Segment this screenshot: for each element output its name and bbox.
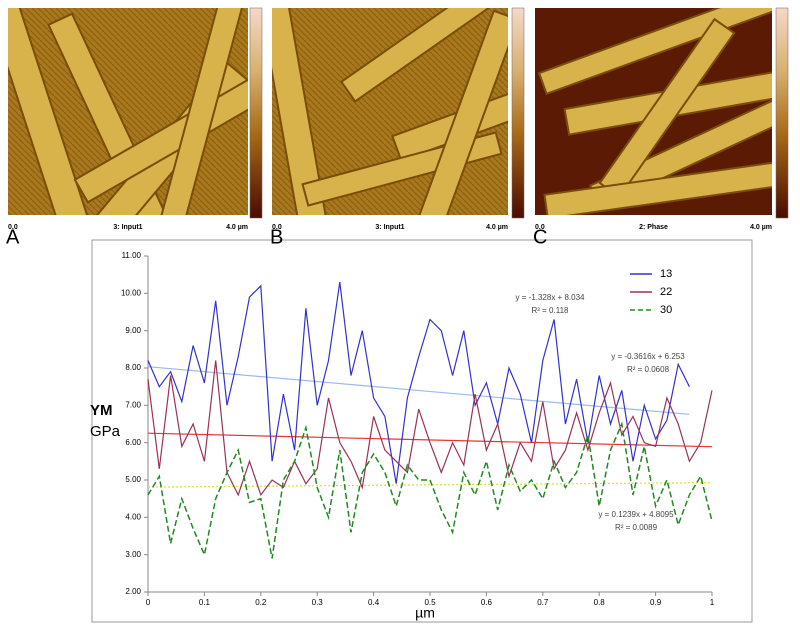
- image-content: [8, 8, 248, 215]
- image-content: [535, 8, 772, 215]
- x-tick-label: 0.5: [424, 598, 436, 607]
- legend-label: 13: [660, 268, 672, 280]
- panel-letter: B: [270, 226, 283, 248]
- trend-equation: y = -1.328x + 8.034: [516, 293, 585, 302]
- x-tick-label: 0.3: [312, 598, 324, 607]
- fiber: [537, 8, 772, 96]
- panel-letter: C: [533, 226, 547, 248]
- trend-equation: y = 0.1239x + 4.8095: [598, 510, 674, 519]
- y-tick-label: 11.00: [122, 251, 142, 260]
- fiber: [8, 8, 99, 215]
- legend-label: 30: [660, 304, 672, 316]
- colorbar: [511, 7, 525, 219]
- y-tick-label: 10.00: [121, 288, 142, 297]
- trend-r2: R² = 0.118: [532, 306, 570, 315]
- y-tick-label: 7.00: [125, 400, 141, 409]
- y-tick-label: 3.00: [125, 550, 141, 559]
- axis-start: 0.0: [535, 224, 545, 231]
- axis-end: 4.0 µm: [750, 224, 772, 231]
- x-tick-label: 0.6: [481, 598, 493, 607]
- x-tick-label: 0.4: [368, 598, 380, 607]
- y-tick-label: 5.00: [125, 475, 141, 484]
- fiber: [410, 9, 508, 215]
- y-tick-label: 6.00: [125, 438, 141, 447]
- channel-label: 2: Phase: [639, 224, 668, 231]
- panel-letter: A: [6, 226, 20, 248]
- trend-r2: R² = 0.0089: [615, 523, 658, 532]
- colorbar: [775, 7, 789, 219]
- image-content: [272, 8, 508, 215]
- y-tick-label: 4.00: [125, 512, 141, 521]
- trendline: [147, 432, 713, 448]
- legend-label: 22: [660, 286, 672, 298]
- axis-end: 4.0 µm: [486, 224, 508, 231]
- x-tick-label: 0.7: [537, 598, 549, 607]
- fiber: [156, 8, 244, 215]
- fiber: [340, 8, 504, 103]
- afm-image: [535, 7, 789, 219]
- chart-frame: [91, 239, 753, 623]
- y-tick-label: 2.00: [125, 587, 141, 596]
- colorbar: [249, 7, 263, 219]
- x-tick-label: 0: [146, 598, 151, 607]
- x-tick-label: 0.8: [594, 598, 606, 607]
- axis-start: 0.0: [272, 224, 282, 231]
- y-tick-label: 9.00: [125, 326, 141, 335]
- x-tick-label: 1: [710, 598, 715, 607]
- x-axis-title: µm: [415, 605, 435, 621]
- afm-image: [272, 7, 525, 219]
- series-line: [147, 421, 713, 559]
- trend-r2: R² = 0.0608: [627, 365, 670, 374]
- trend-equation: y = -0.3616x + 6.253: [611, 352, 685, 361]
- channel-label: 3: Input1: [113, 224, 142, 231]
- x-tick-label: 0.9: [650, 598, 662, 607]
- series-line: [147, 360, 713, 497]
- x-tick-label: 0.1: [199, 598, 211, 607]
- afm-image: [8, 7, 263, 219]
- y-tick-label: 8.00: [125, 363, 141, 372]
- series-line: [147, 282, 690, 484]
- y-axis-unit: GPa: [90, 423, 121, 440]
- trendline: [147, 366, 690, 415]
- y-axis-title: YM: [90, 402, 113, 419]
- axis-start: 0.0: [8, 224, 18, 231]
- fiber: [543, 160, 772, 215]
- channel-label: 3: Input1: [375, 224, 404, 231]
- x-tick-label: 0.2: [255, 598, 267, 607]
- axis-end: 4.0 µm: [226, 224, 248, 231]
